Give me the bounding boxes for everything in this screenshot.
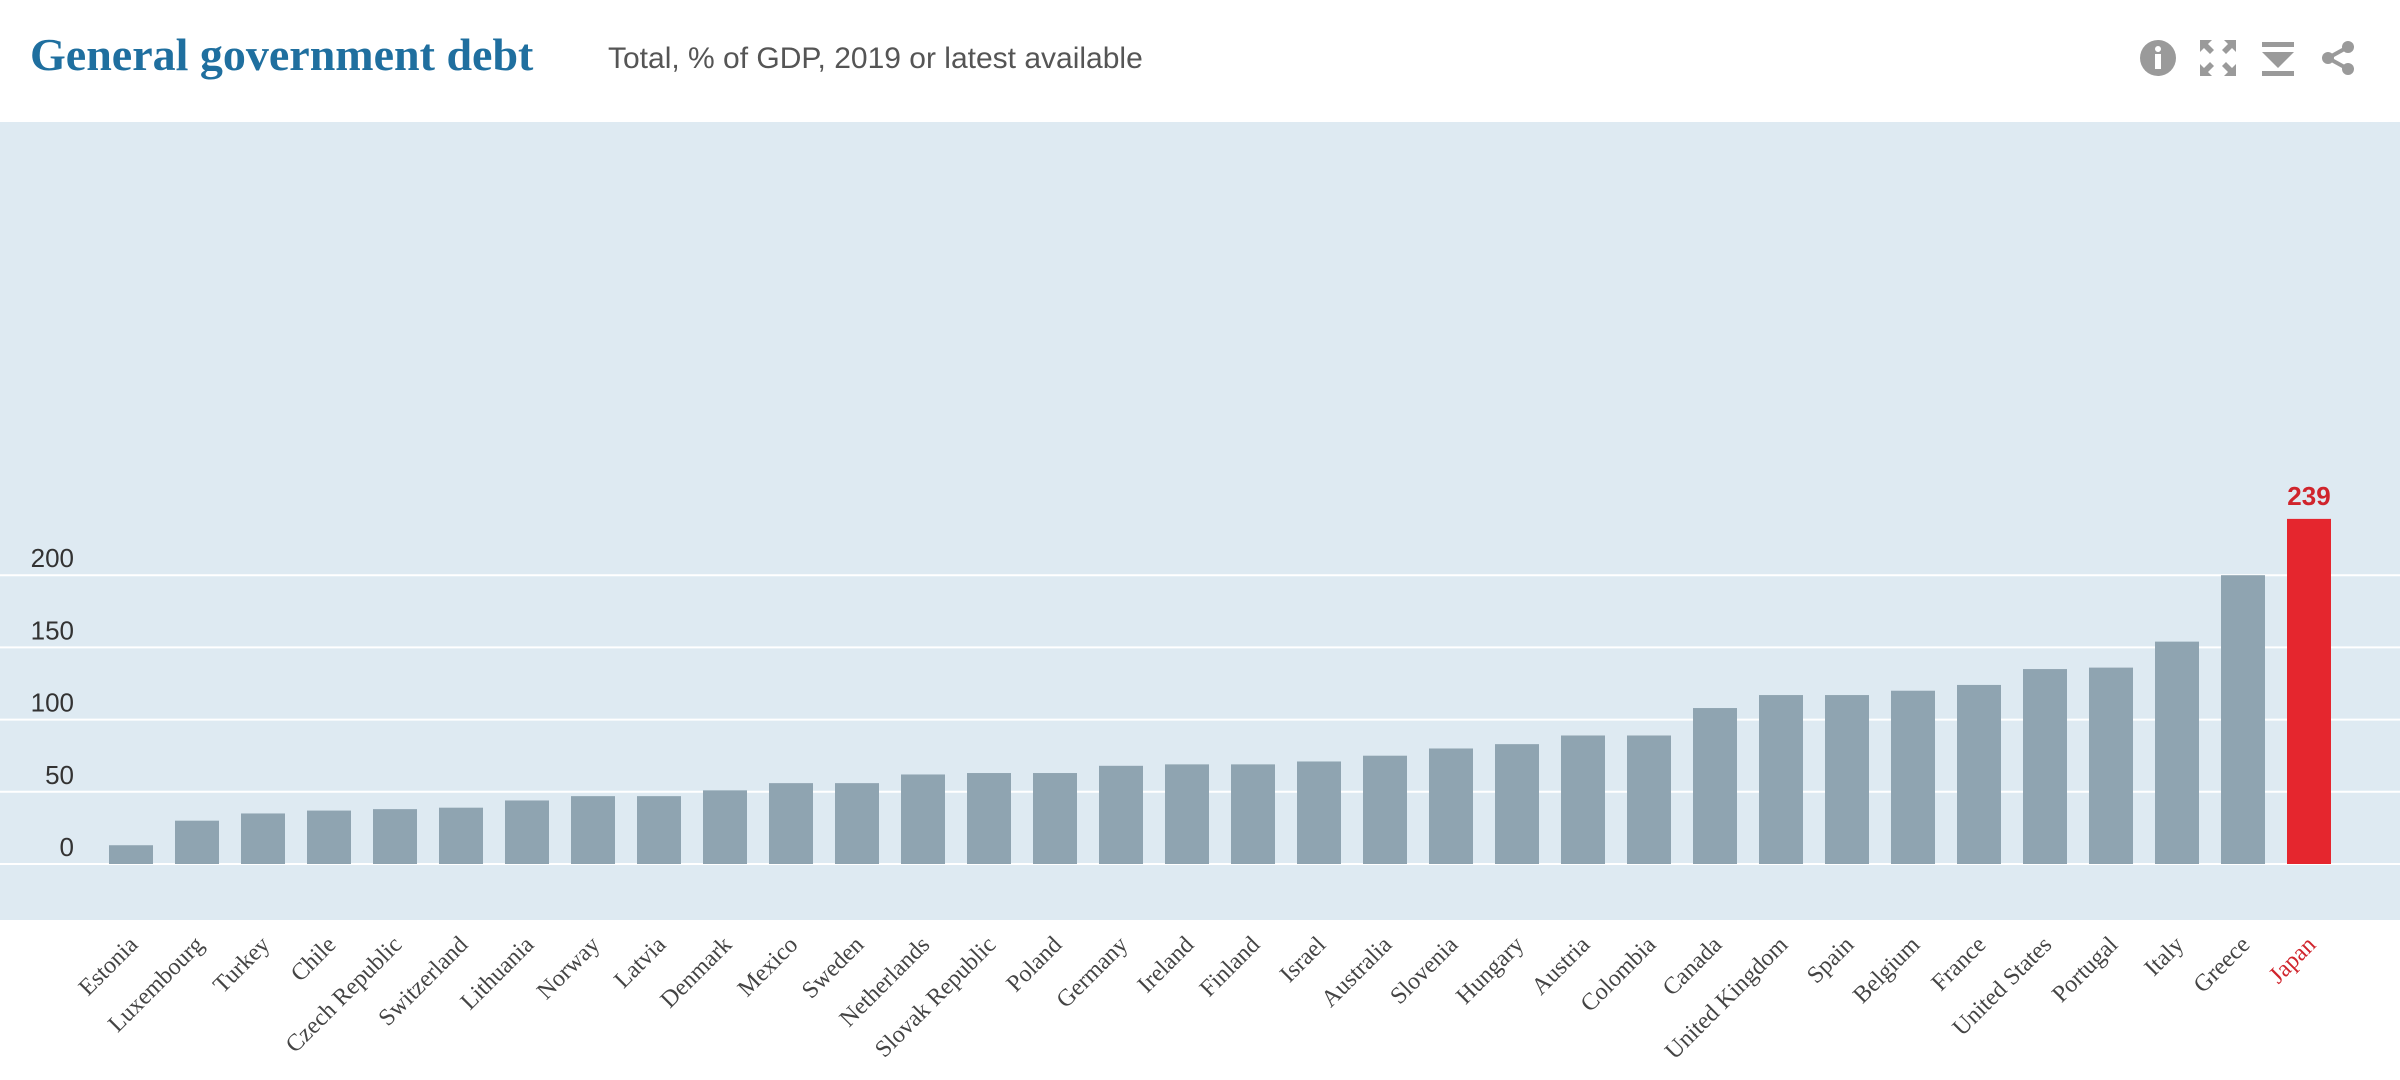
share-button[interactable]	[2318, 36, 2358, 80]
category-label: Czech Republic	[281, 932, 407, 1058]
bar-hungary[interactable]	[1495, 744, 1539, 864]
bar-france[interactable]	[1957, 684, 2001, 864]
y-tick-label: 150	[31, 615, 74, 645]
bar-australia[interactable]	[1363, 755, 1407, 864]
category-label: Portugal	[2047, 932, 2123, 1008]
category-label: France	[1927, 932, 1992, 997]
download-icon	[2262, 42, 2294, 76]
chart-header: General government debt Total, % of GDP,…	[0, 0, 2400, 120]
bar-united-kingdom[interactable]	[1759, 695, 1803, 864]
bars: 239	[109, 481, 2331, 864]
info-button[interactable]	[2138, 36, 2178, 80]
bar-denmark[interactable]	[703, 790, 747, 864]
bar-slovak-republic[interactable]	[967, 773, 1011, 864]
bar-czech-republic[interactable]	[373, 809, 417, 864]
expand-icon	[2200, 40, 2236, 76]
category-label: Israel	[1275, 932, 1331, 988]
category-label: Turkey	[208, 932, 275, 999]
category-label: Spain	[1802, 932, 1859, 989]
bar-italy[interactable]	[2155, 641, 2199, 864]
data-label-highlight: 239	[2287, 481, 2330, 511]
bar-slovenia[interactable]	[1429, 748, 1473, 864]
bar-latvia[interactable]	[637, 796, 681, 864]
category-label: Slovenia	[1385, 932, 1463, 1010]
bar-japan[interactable]	[2287, 518, 2331, 864]
category-label: Poland	[1002, 932, 1068, 998]
bar-finland[interactable]	[1231, 764, 1275, 864]
category-label: Mexico	[733, 932, 803, 1002]
bar-greece[interactable]	[2221, 575, 2265, 864]
y-tick-label: 100	[31, 688, 74, 718]
category-label: Italy	[2140, 932, 2189, 981]
bar-canada[interactable]	[1693, 708, 1737, 864]
share-icon	[2322, 41, 2354, 75]
bar-belgium[interactable]	[1891, 690, 1935, 864]
bar-turkey[interactable]	[241, 813, 285, 864]
bar-austria[interactable]	[1561, 735, 1605, 864]
y-tick-label: 200	[31, 543, 74, 573]
chart-subtitle: Total, % of GDP, 2019 or latest availabl…	[608, 42, 1143, 75]
bar-israel[interactable]	[1297, 761, 1341, 864]
bar-ireland[interactable]	[1165, 764, 1209, 864]
category-label: Finland	[1195, 932, 1265, 1002]
bar-estonia[interactable]	[109, 845, 153, 864]
category-label: Chile	[286, 932, 341, 987]
bar-norway[interactable]	[571, 796, 615, 864]
bar-colombia[interactable]	[1627, 735, 1671, 864]
category-label: Belgium	[1848, 932, 1925, 1009]
category-label: Japan	[2264, 932, 2321, 989]
category-label: Denmark	[656, 932, 738, 1014]
bar-portugal[interactable]	[2089, 667, 2133, 864]
chart-toolbar	[2138, 36, 2358, 80]
category-label: United Kingdom	[1660, 932, 1793, 1065]
category-label: Hungary	[1451, 932, 1529, 1010]
bar-chile[interactable]	[307, 810, 351, 864]
bar-mexico[interactable]	[769, 783, 813, 864]
category-label: Slovak Republic	[870, 932, 1001, 1063]
category-label: Germany	[1052, 932, 1134, 1014]
bar-united-states[interactable]	[2023, 669, 2067, 864]
category-label: Lithuania	[456, 932, 540, 1016]
y-tick-label: 50	[45, 760, 74, 790]
y-tick-label: 0	[60, 832, 74, 862]
download-button[interactable]	[2258, 36, 2298, 80]
category-label: Greece	[2189, 932, 2255, 998]
expand-button[interactable]	[2198, 36, 2238, 80]
category-label: Norway	[532, 932, 605, 1005]
bar-switzerland[interactable]	[439, 807, 483, 864]
category-label: Latvia	[610, 932, 672, 994]
category-label: Ireland	[1133, 932, 1199, 998]
info-icon	[2140, 40, 2176, 76]
bar-sweden[interactable]	[835, 783, 879, 864]
chart-title: General government debt	[30, 29, 534, 80]
bar-lithuania[interactable]	[505, 800, 549, 864]
bar-netherlands[interactable]	[901, 774, 945, 864]
category-label: Australia	[1317, 932, 1398, 1013]
bar-germany[interactable]	[1099, 765, 1143, 864]
bar-spain[interactable]	[1825, 695, 1869, 864]
bar-poland[interactable]	[1033, 773, 1077, 864]
bar-luxembourg[interactable]	[175, 820, 219, 864]
